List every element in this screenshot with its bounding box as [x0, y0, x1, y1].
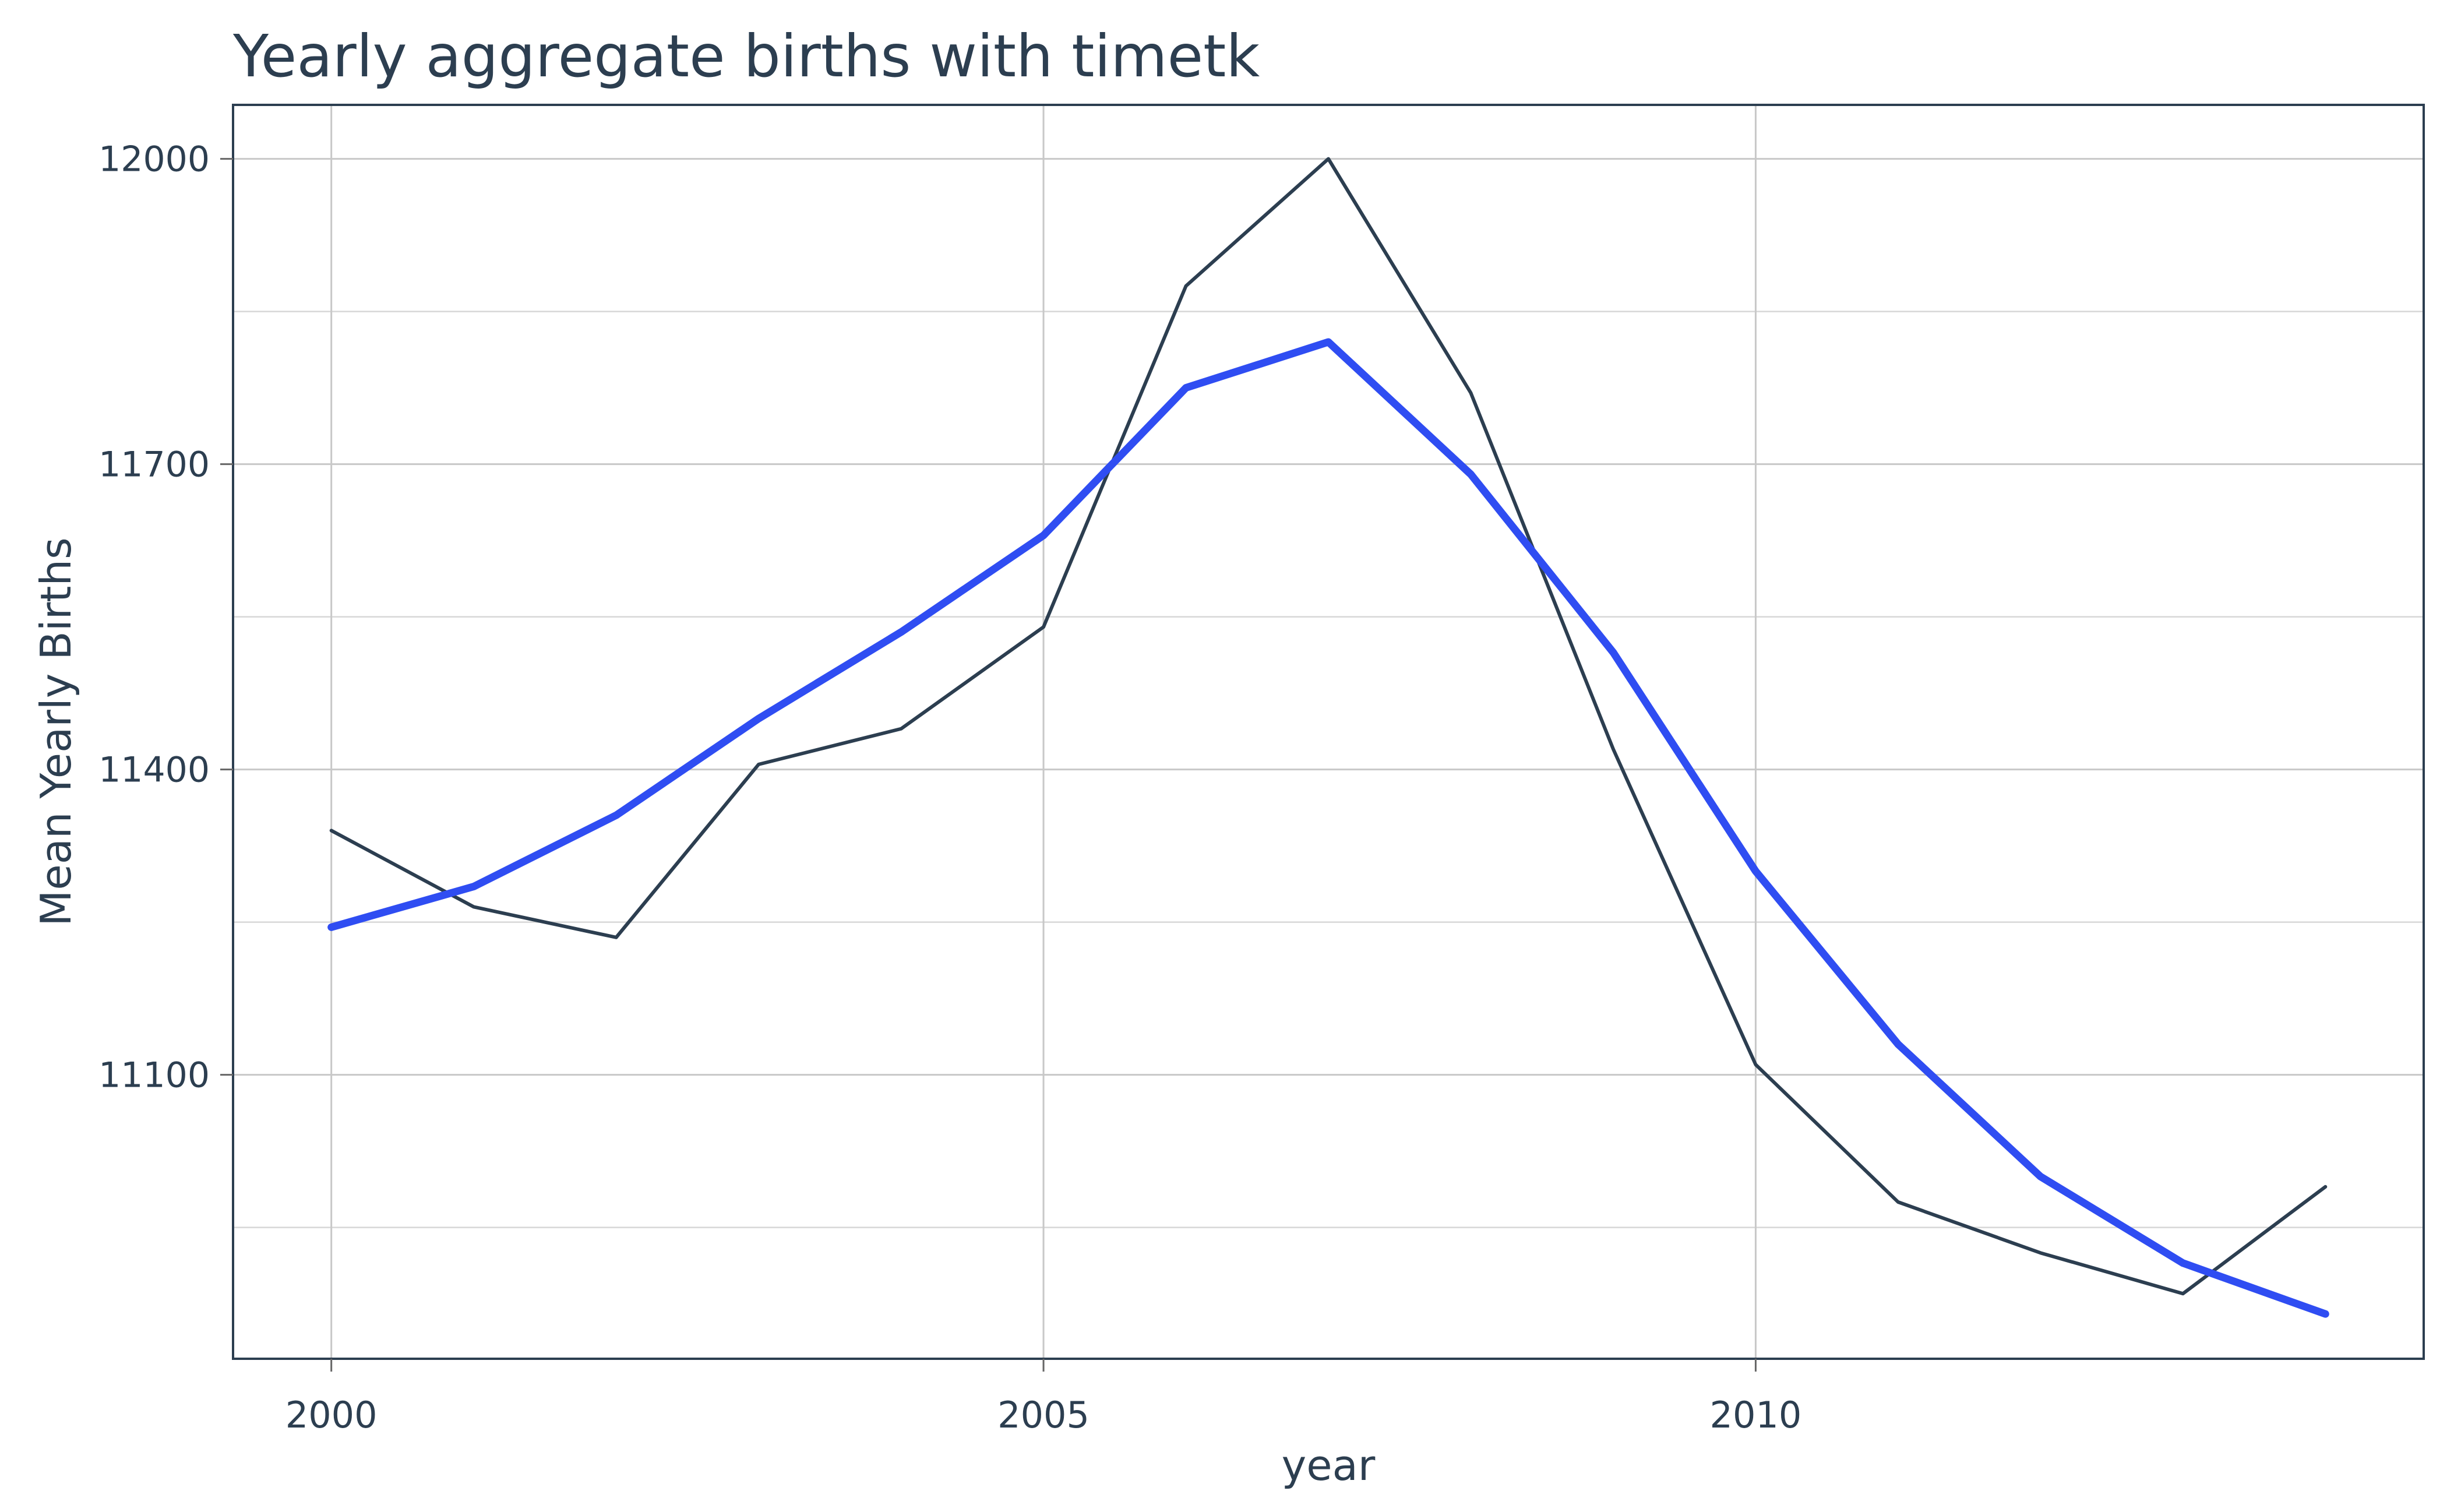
- x-tick-label: 2010: [1710, 1394, 1802, 1436]
- panel-border: [232, 104, 2425, 1360]
- x-tick-label: 2005: [997, 1394, 1089, 1436]
- y-axis-title: Mean Yearly Births: [31, 537, 80, 926]
- chart-title: Yearly aggregate births with timetk: [233, 22, 1260, 90]
- x-axis-title: year: [1281, 1441, 1376, 1490]
- y-tick-label: 11700: [98, 445, 210, 485]
- x-tick-label: 2000: [285, 1394, 378, 1436]
- y-tick-label: 11400: [98, 750, 210, 791]
- series-line-actual-births: [329, 157, 2328, 1296]
- series-line-smoother-trend: [327, 338, 2329, 1318]
- y-tick-label: 12000: [98, 139, 210, 180]
- y-tick-label: 11100: [98, 1055, 210, 1096]
